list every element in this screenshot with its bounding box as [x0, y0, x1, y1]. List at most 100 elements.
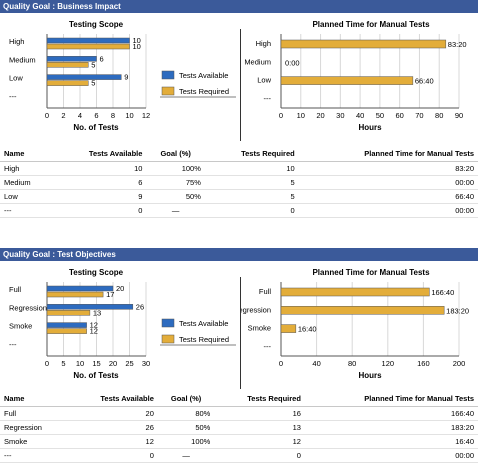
table-row: Regression 26 50% 13 183:20: [0, 420, 478, 435]
bar: [46, 304, 134, 310]
table-cell: 00:00: [304, 448, 478, 463]
table-cell: 16:40: [304, 434, 478, 449]
table-cell: 50%: [146, 189, 205, 204]
category-label: Medium: [9, 55, 36, 64]
summary-table: Name Tests Available Goal (%) Tests Require…: [0, 391, 478, 463]
bar: [46, 74, 122, 80]
data-label: 10: [133, 36, 141, 45]
chart-title: Planned Time for Manual Tests: [312, 268, 430, 277]
column-header[interactable]: Tests Available: [67, 391, 158, 407]
category-label: Full: [259, 287, 271, 296]
column-header[interactable]: Tests Required: [204, 146, 299, 162]
table-cell: Full: [0, 406, 68, 421]
x-tick-label: 15: [92, 359, 100, 368]
x-tick-label: 10: [297, 111, 305, 120]
bar: [280, 39, 447, 49]
column-header[interactable]: Planned Time for Manual Tests: [298, 146, 478, 162]
section-title: Quality Goal : Test Objectives: [0, 248, 478, 261]
column-header[interactable]: Name: [0, 146, 53, 162]
column-header[interactable]: Planned Time for Manual Tests: [304, 391, 478, 407]
x-tick-label: 80: [435, 111, 443, 120]
data-label: 20: [116, 284, 124, 293]
category-label: ---: [264, 94, 272, 103]
x-tick-label: 8: [111, 111, 115, 120]
table-cell: 100%: [157, 434, 215, 449]
table-cell: 0: [214, 448, 305, 463]
bar: [280, 287, 430, 297]
x-tick-label: 0: [45, 359, 49, 368]
x-tick-label: 40: [356, 111, 364, 120]
x-tick-label: 30: [336, 111, 344, 120]
data-label: 166:40: [431, 288, 454, 297]
charts-row: Testing Scope 0 2 4 6 8 10 12 High 10 10 Medium 6 5 Lo…: [0, 13, 478, 141]
table-cell: 13: [214, 420, 305, 435]
summary-table: Name Tests Available Goal (%) Tests Require…: [0, 146, 478, 218]
table-row: Smoke 12 100% 12 16:40: [0, 434, 478, 449]
category-label: High: [256, 39, 271, 48]
chart-divider: [240, 277, 241, 389]
bar: [46, 291, 104, 298]
category-label: ---: [9, 92, 17, 101]
x-tick-label: 4: [78, 111, 82, 120]
legend-label: Tests Required: [179, 87, 229, 96]
x-tick-label: 90: [455, 111, 463, 120]
category-label: Regression: [9, 303, 47, 312]
legend-swatch: [161, 334, 175, 344]
chart-title: Testing Scope: [69, 20, 124, 29]
bar: [46, 310, 91, 316]
data-label: 10: [133, 42, 141, 51]
table-cell: 12: [214, 434, 305, 449]
x-axis-label: No. of Tests: [73, 123, 119, 132]
table-cell: 183:20: [304, 420, 478, 435]
bar: [280, 76, 414, 85]
legend-swatch: [161, 70, 175, 80]
bar: [46, 322, 87, 328]
column-header[interactable]: Tests Required: [214, 391, 305, 407]
legend-label: Tests Available: [179, 319, 228, 328]
x-tick-label: 160: [417, 359, 430, 368]
column-header[interactable]: Tests Available: [52, 146, 147, 162]
category-label: Regression: [241, 305, 271, 314]
x-tick-label: 5: [61, 359, 65, 368]
column-header[interactable]: Goal (%): [146, 146, 205, 162]
x-tick-label: 40: [312, 359, 320, 368]
data-label: 0:00: [285, 58, 300, 67]
x-tick-label: 70: [415, 111, 423, 120]
category-label: Smoke: [9, 322, 32, 331]
column-header[interactable]: Name: [0, 391, 68, 407]
table-cell: 20: [67, 406, 158, 421]
x-tick-label: 60: [395, 111, 403, 120]
legend-swatch: [161, 318, 175, 328]
table-cell: Medium: [0, 175, 53, 190]
data-label: 9: [124, 73, 128, 82]
category-label: Smoke: [248, 324, 271, 333]
x-tick-label: 50: [376, 111, 384, 120]
table-cell: 10: [204, 161, 299, 176]
table-header-row: Name Tests Available Goal (%) Tests Require…: [0, 391, 478, 407]
x-tick-label: 10: [76, 359, 84, 368]
bar: [46, 56, 97, 62]
x-tick-label: 2: [61, 111, 65, 120]
category-label: Full: [9, 285, 21, 294]
category-label: Medium: [244, 57, 271, 66]
table-cell: 0: [67, 448, 158, 463]
table-row: Low 9 50% 5 66:40: [0, 189, 478, 204]
data-label: 5: [91, 79, 95, 88]
table-row: Full 20 80% 16 166:40: [0, 406, 478, 421]
x-tick-label: 20: [109, 359, 117, 368]
table-row: --- 0—0 00:00: [0, 448, 478, 463]
table-cell: 5: [204, 175, 299, 190]
data-label: 26: [136, 302, 144, 311]
bar: [46, 80, 89, 86]
x-tick-label: 10: [125, 111, 133, 120]
table-cell: 10: [52, 161, 147, 176]
x-tick-label: 80: [348, 359, 356, 368]
chart-title: Testing Scope: [69, 268, 124, 277]
table-cell: 00:00: [298, 203, 478, 218]
bar: [280, 306, 445, 315]
column-header[interactable]: Goal (%): [157, 391, 215, 407]
category-label: Low: [9, 74, 23, 83]
x-tick-label: 25: [125, 359, 133, 368]
x-tick-label: 0: [279, 111, 283, 120]
